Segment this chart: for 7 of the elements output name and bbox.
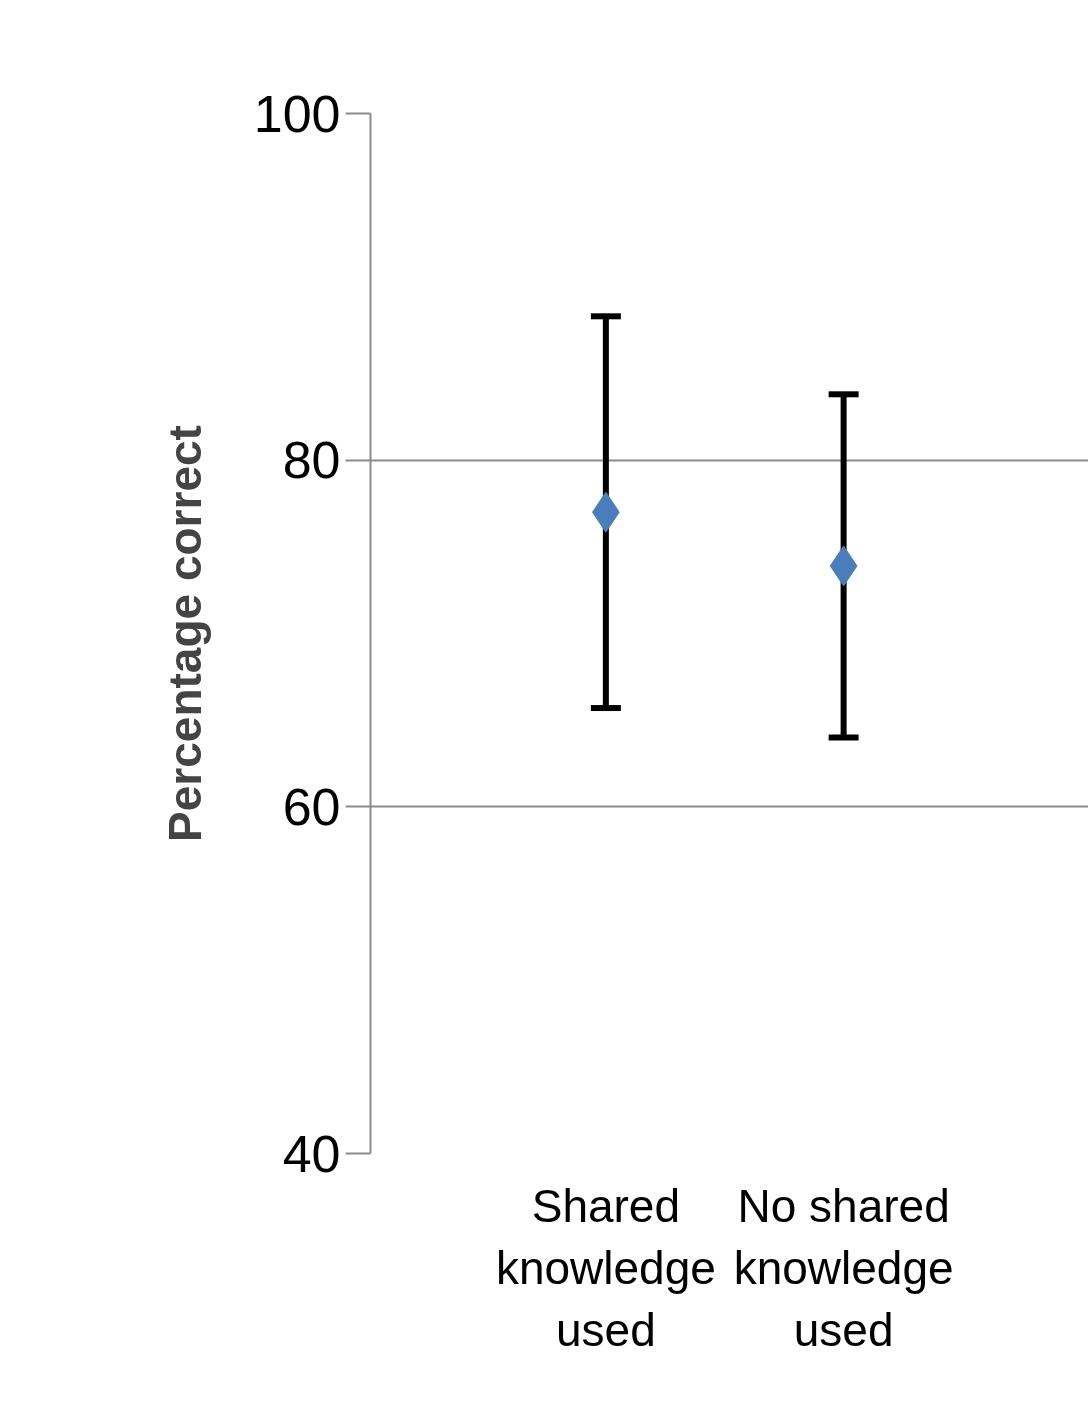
y-tick-label: 40 [282, 1124, 341, 1183]
y-tick-label: 100 [253, 84, 341, 143]
x-tick-label: No shared knowledge used [733, 1179, 954, 1357]
y-tick-label: 80 [282, 431, 341, 490]
y-tick-label: 60 [282, 777, 341, 836]
y-axis-title: Percentage correct [158, 425, 211, 842]
x-tick-label: Shared knowledge used [495, 1179, 716, 1357]
